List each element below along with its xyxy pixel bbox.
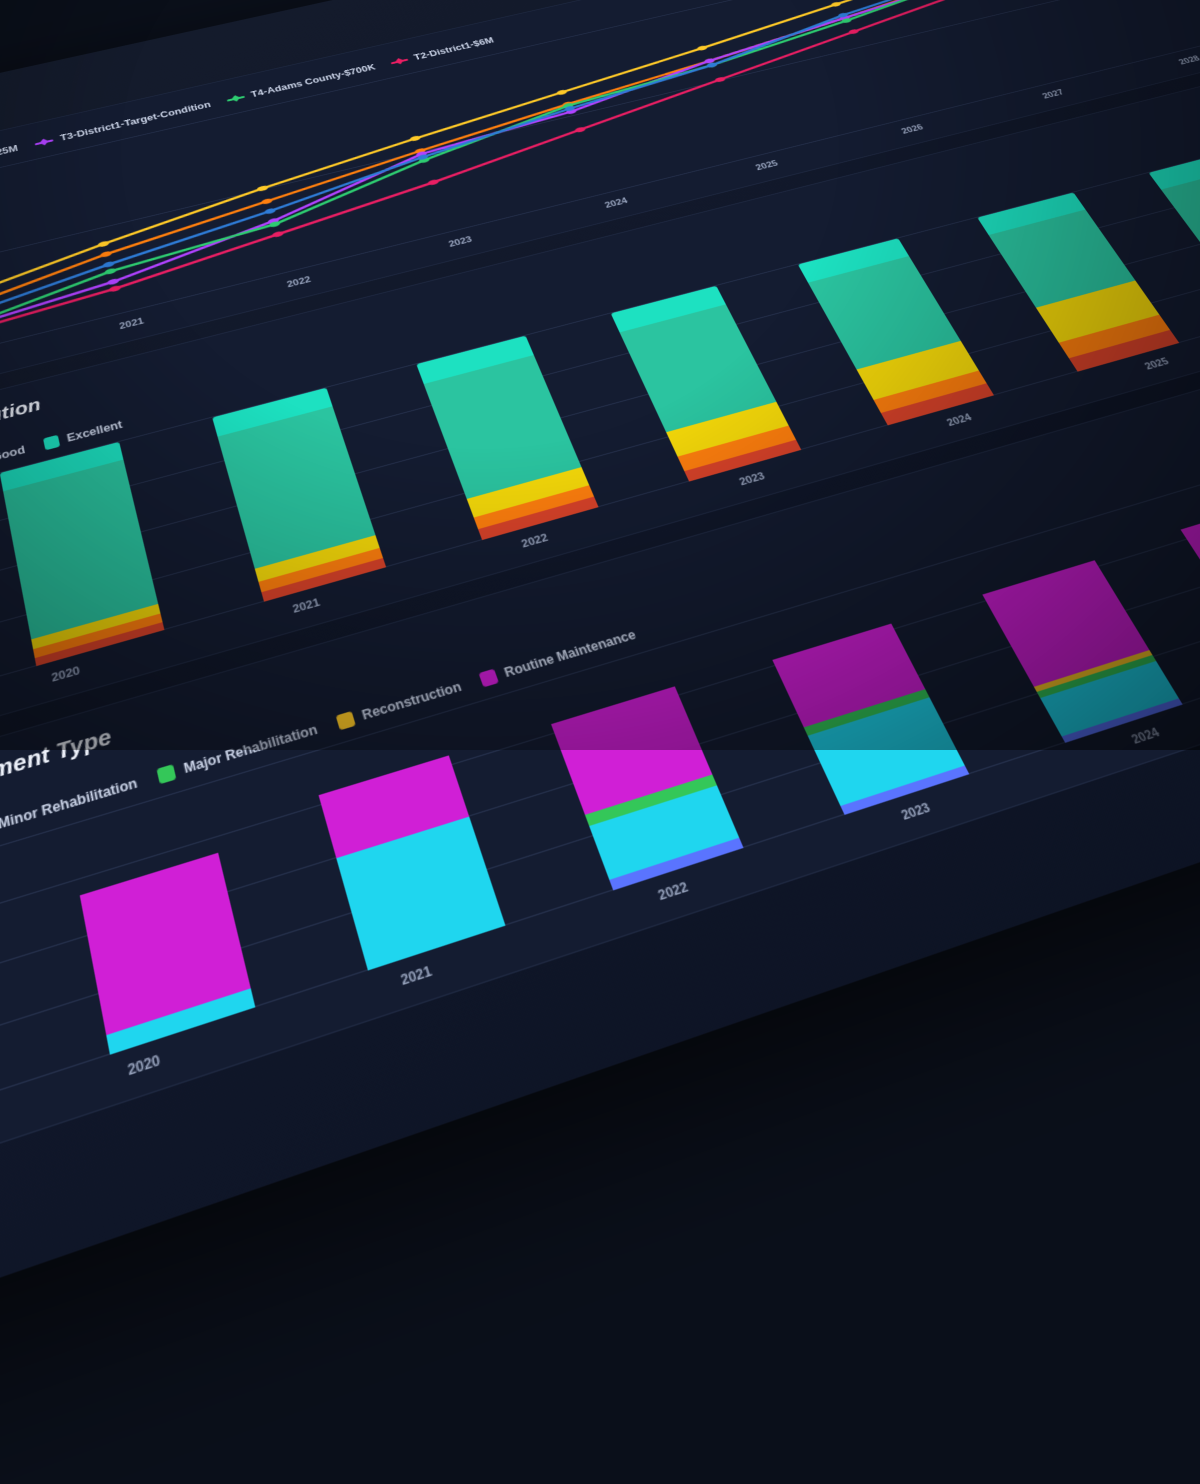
bar[interactable] bbox=[977, 193, 1179, 372]
bar[interactable] bbox=[536, 648, 743, 890]
bar[interactable] bbox=[1149, 149, 1200, 321]
bar[interactable] bbox=[798, 238, 994, 425]
dashboard-scene: Maps Risk Matrix T2-District1-TargetT1-S… bbox=[0, 0, 1200, 1380]
bar[interactable] bbox=[961, 524, 1182, 743]
bar[interactable] bbox=[66, 786, 255, 1055]
bar[interactable] bbox=[416, 336, 598, 540]
bar[interactable] bbox=[611, 286, 801, 482]
bar[interactable] bbox=[754, 585, 969, 815]
bar[interactable] bbox=[212, 388, 386, 602]
bar[interactable] bbox=[1159, 466, 1200, 675]
bar[interactable] bbox=[307, 715, 506, 970]
bar[interactable] bbox=[0, 442, 164, 666]
